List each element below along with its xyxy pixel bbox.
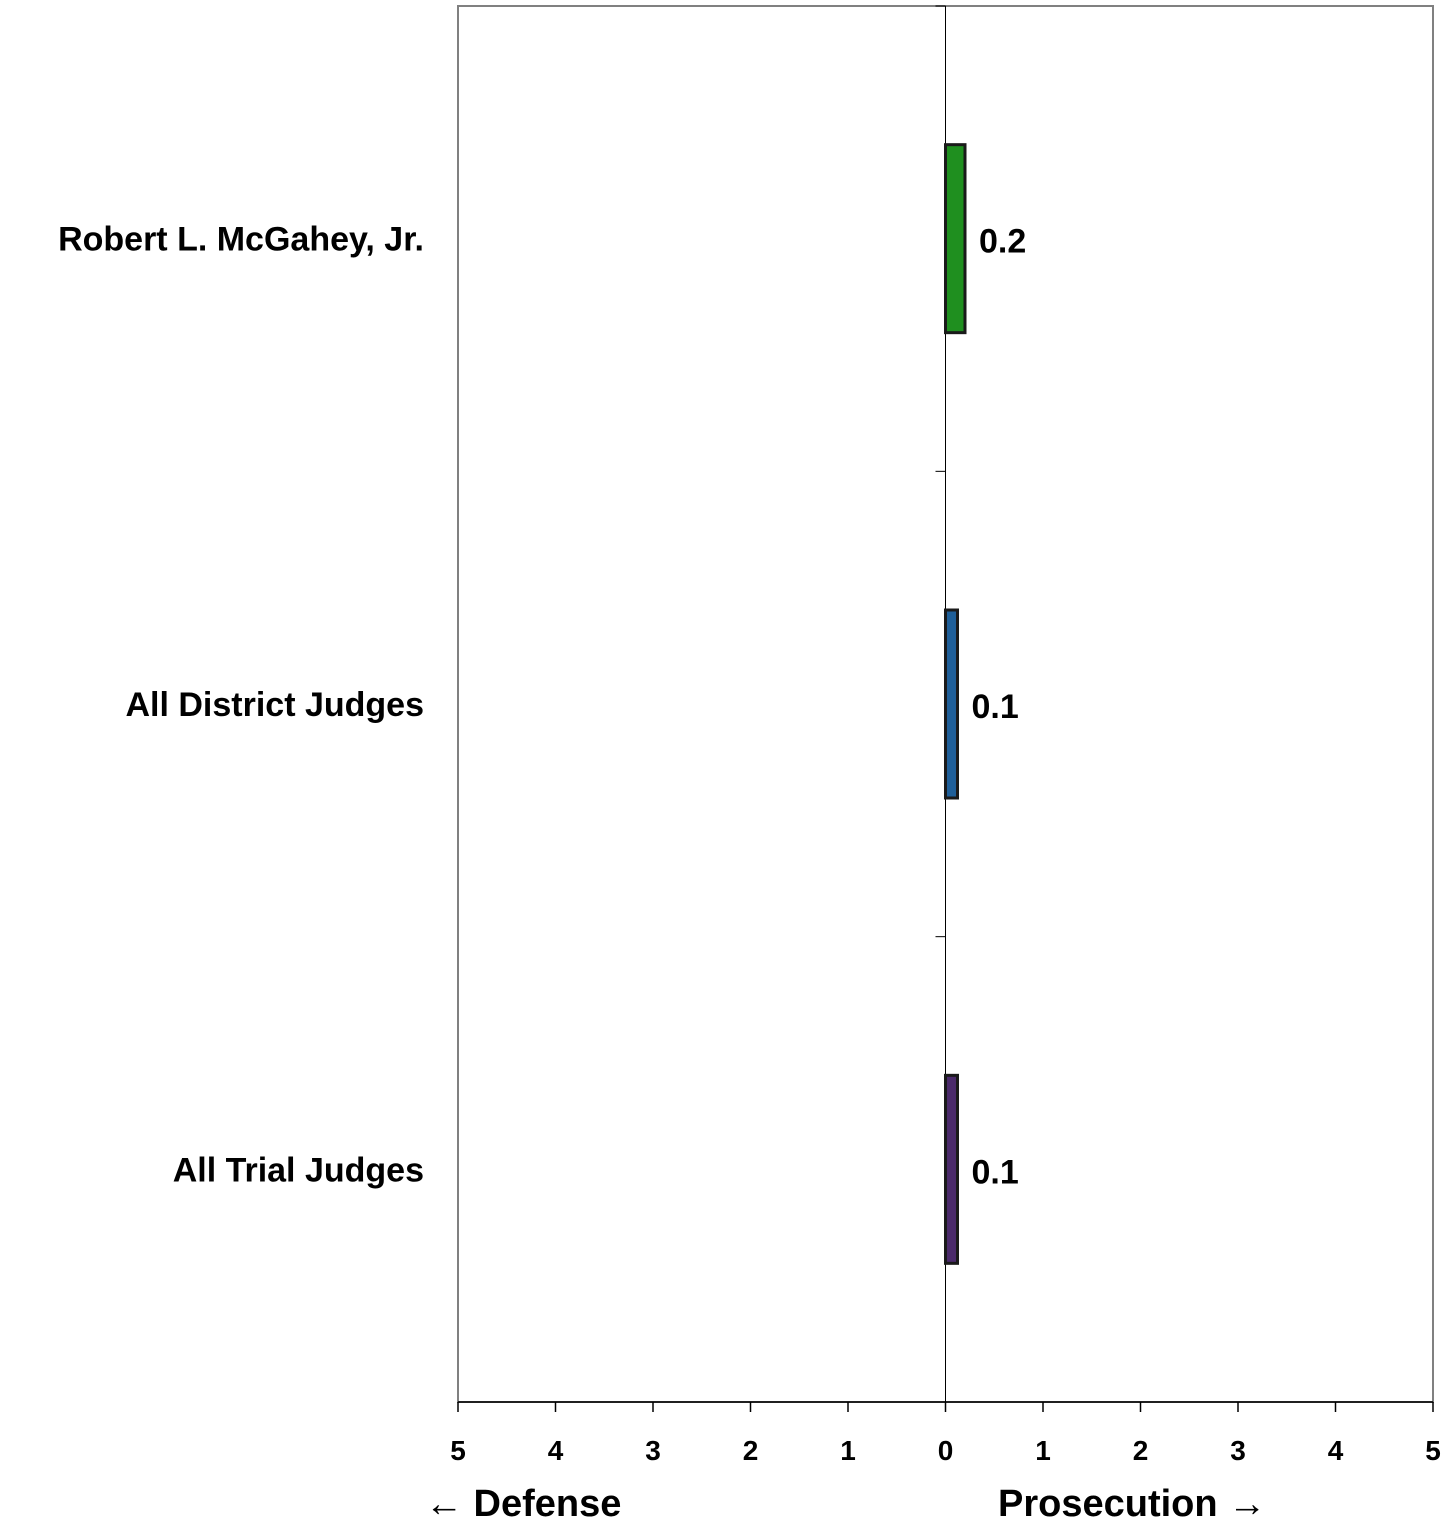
bar-3: [944, 1073, 959, 1265]
x-tick-label: 0: [938, 1435, 954, 1466]
category-label: All Trial Judges: [173, 1151, 424, 1189]
x-tick-label: 4: [548, 1435, 564, 1466]
x-tick-label: 2: [1133, 1435, 1149, 1466]
x-tick-label: 5: [450, 1435, 466, 1466]
x-axis-label-defense: ← Defense: [425, 1483, 621, 1525]
category-label: Robert L. McGahey, Jr.: [58, 221, 424, 259]
value-label: 0.1: [972, 1153, 1019, 1191]
x-tick-label: 2: [743, 1435, 759, 1466]
x-tick-label: 1: [1035, 1435, 1051, 1466]
value-label: 0.2: [979, 223, 1026, 261]
x-tick-label: 5: [1425, 1435, 1441, 1466]
x-tick-label: 3: [645, 1435, 661, 1466]
bars-layer: [944, 143, 967, 1265]
x-tick-label: 3: [1230, 1435, 1246, 1466]
bar-2: [944, 608, 959, 800]
bar-1: [944, 143, 967, 335]
x-tick-label: 1: [840, 1435, 856, 1466]
value-label: 0.1: [972, 688, 1019, 726]
labels-layer: Robert L. McGahey, Jr. 0.2 All District Ju…: [58, 221, 1026, 1192]
x-axis-label-prosecution: Prosecution →: [998, 1483, 1266, 1525]
x-tick-label: 4: [1328, 1435, 1344, 1466]
category-label: All District Judges: [125, 686, 424, 724]
